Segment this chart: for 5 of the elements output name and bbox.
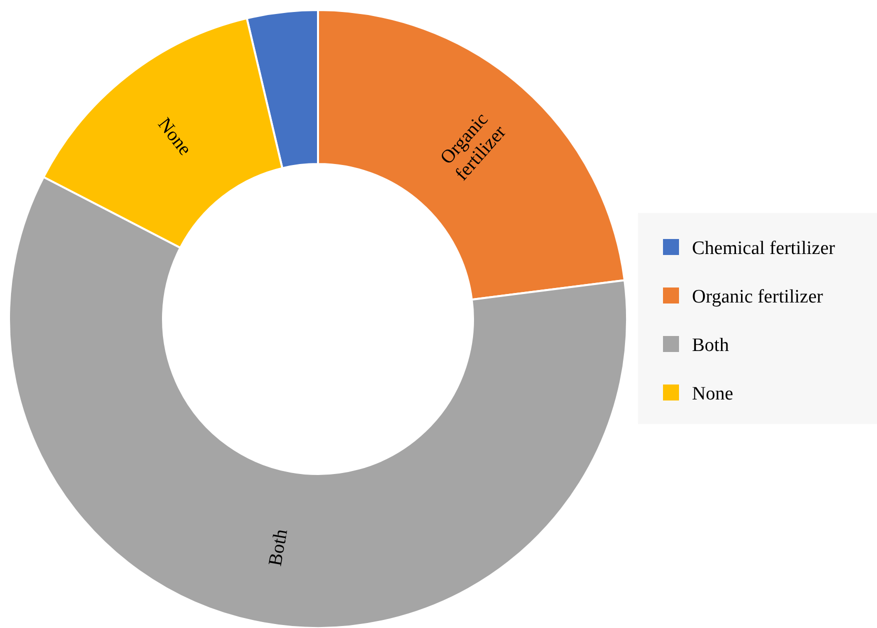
legend-label: Both (692, 335, 730, 356)
legend-label: None (692, 384, 734, 404)
legend-label: Chemical fertilizer (692, 238, 836, 259)
legend-label: Organic fertilizer (692, 286, 824, 308)
slice-label: Both (264, 527, 292, 568)
